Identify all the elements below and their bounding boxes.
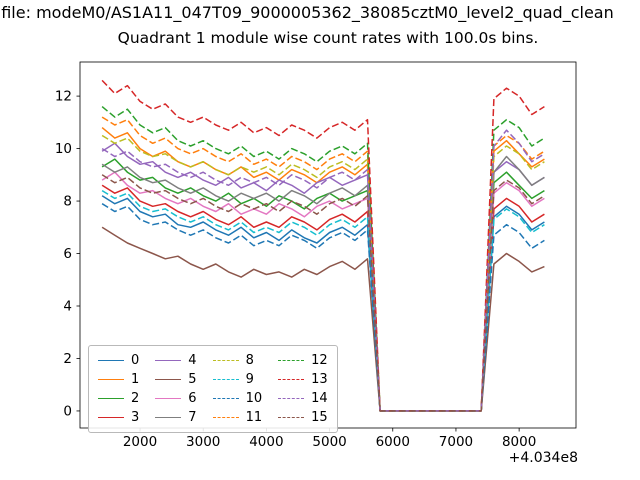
legend-item-12: 12 — [278, 351, 328, 370]
legend-line-sample — [278, 417, 305, 418]
legend-line-sample — [278, 379, 305, 380]
legend-item-6: 6 — [155, 389, 197, 408]
legend-line-sample — [155, 398, 182, 399]
y-tick-label: 6 — [63, 246, 72, 262]
series-line-15 — [101, 174, 545, 412]
x-tick-label: 7000 — [439, 434, 473, 450]
legend-label: 10 — [245, 391, 263, 406]
legend-item-8: 8 — [212, 351, 263, 370]
legend-item-4: 4 — [155, 351, 197, 370]
legend-line-sample — [98, 360, 124, 361]
legend-line-sample — [212, 360, 239, 361]
legend-line-sample — [212, 398, 239, 399]
x-tick-label: 8000 — [502, 434, 536, 450]
legend-item-3: 3 — [98, 408, 139, 427]
series-line-12 — [101, 106, 545, 412]
legend-label: 7 — [188, 410, 197, 425]
legend-label: 9 — [245, 372, 254, 387]
legend-line-sample — [212, 417, 239, 418]
x-tick-label: 4000 — [249, 434, 283, 450]
legend-item-14: 14 — [278, 389, 328, 408]
legend-label: 12 — [311, 353, 328, 368]
legend-line-sample — [278, 360, 305, 361]
x-tick-label: 5000 — [312, 434, 346, 450]
legend-item-15: 15 — [278, 408, 328, 427]
legend-item-7: 7 — [155, 408, 197, 427]
legend-label: 3 — [131, 410, 140, 425]
legend-label: 0 — [131, 353, 140, 368]
axes-title: Quadrant 1 module wise count rates with … — [117, 29, 539, 47]
x-axis-offset-label: +4.034e8 — [508, 450, 578, 466]
legend-label: 1 — [131, 372, 140, 387]
legend-line-sample — [98, 398, 124, 399]
legend-label: 5 — [188, 372, 197, 387]
legend-line-sample — [98, 379, 124, 380]
legend-label: 6 — [188, 391, 197, 406]
legend-line-sample — [98, 417, 124, 418]
legend-label: 11 — [245, 410, 263, 425]
y-tick-label: 8 — [63, 194, 72, 210]
series-line-14 — [101, 129, 545, 412]
legend-line-sample — [155, 417, 182, 418]
x-tick-label: 6000 — [376, 434, 410, 450]
y-tick-label: 12 — [55, 89, 72, 105]
x-tick-label: 2000 — [123, 434, 157, 450]
figure-suptitle: n file: modeM0/AS1A11_047T09_9000005362_… — [0, 3, 614, 22]
legend-line-sample — [212, 379, 239, 380]
legend-item-5: 5 — [155, 370, 197, 389]
y-tick-label: 10 — [55, 141, 72, 157]
legend-item-2: 2 — [98, 389, 139, 408]
legend-line-sample — [155, 379, 182, 380]
legend-item-10: 10 — [212, 389, 263, 408]
legend: 0 1 2 3 4 5 6 7 8 9 10 11 12 13 14 15 — [88, 345, 338, 433]
legend-label: 15 — [311, 410, 328, 425]
legend-item-1: 1 — [98, 370, 139, 389]
legend-label: 14 — [311, 391, 328, 406]
legend-label: 13 — [311, 372, 328, 387]
legend-label: 2 — [131, 391, 140, 406]
legend-item-9: 9 — [212, 370, 263, 389]
legend-label: 8 — [245, 353, 254, 368]
legend-line-sample — [278, 398, 305, 399]
y-tick-label: 2 — [63, 351, 72, 367]
legend-label: 4 — [188, 353, 197, 368]
legend-item-13: 13 — [278, 370, 328, 389]
legend-line-sample — [155, 360, 182, 361]
y-tick-label: 4 — [63, 299, 72, 315]
y-tick-label: 0 — [63, 403, 72, 419]
legend-item-0: 0 — [98, 351, 139, 370]
x-tick-label: 3000 — [186, 434, 220, 450]
legend-item-11: 11 — [212, 408, 263, 427]
